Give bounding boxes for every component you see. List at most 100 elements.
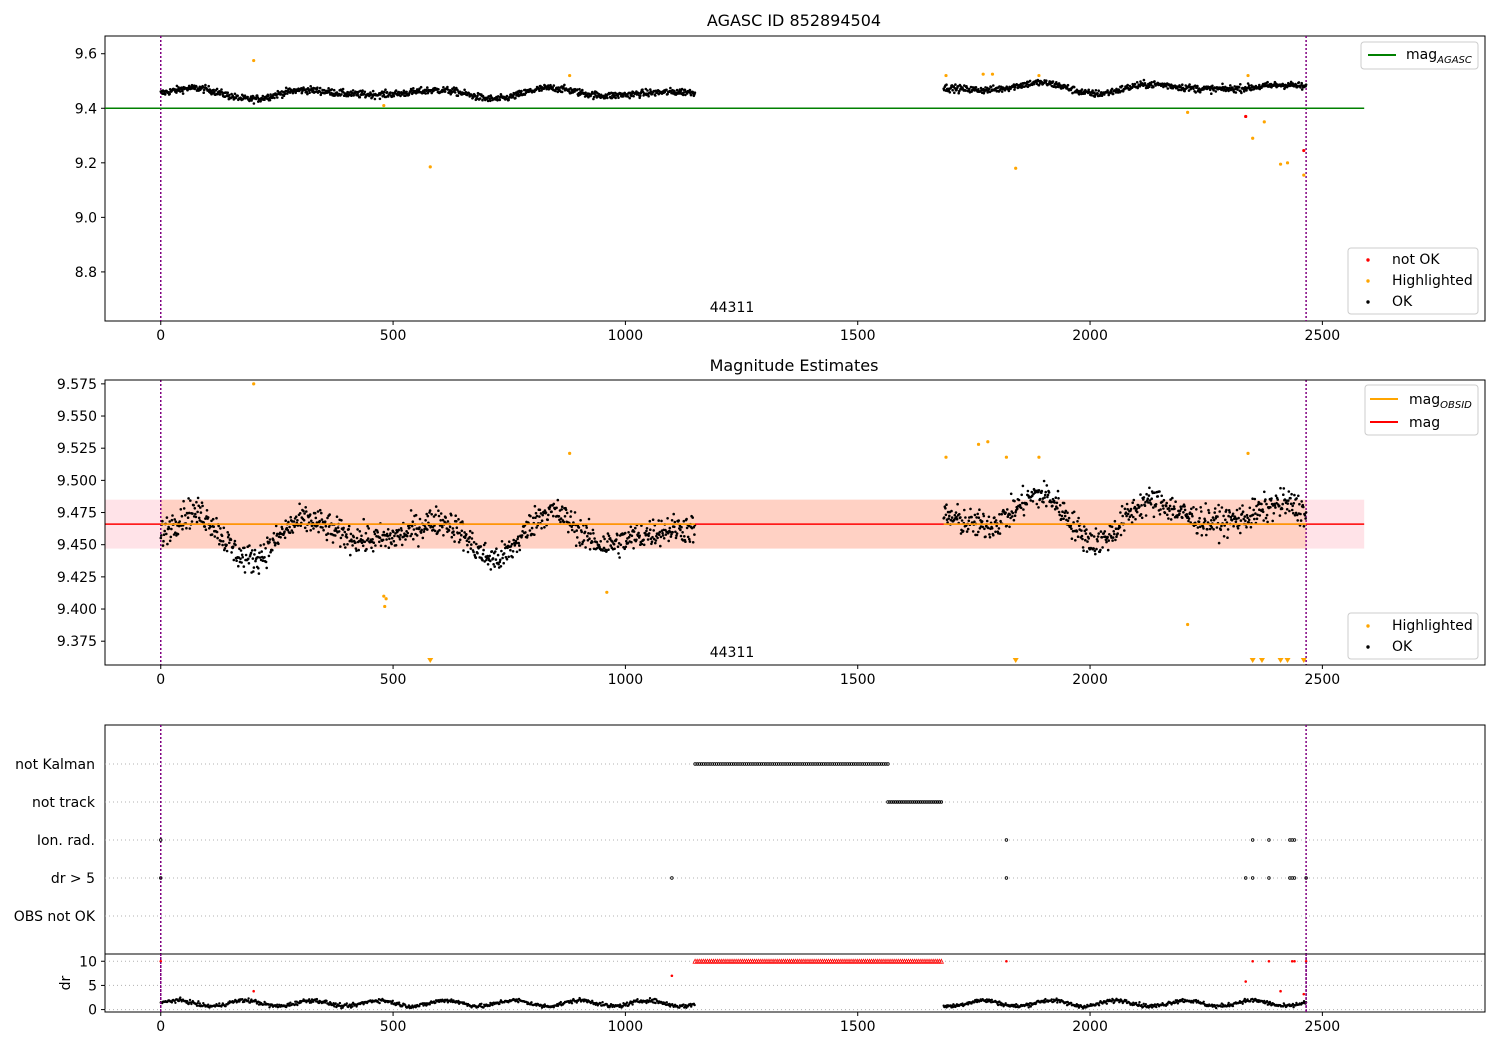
- highlighted-point: [428, 165, 432, 169]
- ok-point: [618, 556, 621, 559]
- ok-point: [410, 524, 414, 528]
- ok-point: [1101, 546, 1104, 549]
- ok-point: [349, 553, 352, 557]
- y-tick-label: 9.2: [75, 156, 97, 172]
- ok-point: [552, 514, 555, 518]
- ok-point: [1199, 506, 1202, 509]
- ok-point: [1240, 91, 1243, 95]
- ok-point: [159, 536, 163, 540]
- offscale-marker: [1249, 658, 1256, 663]
- ok-point: [1116, 532, 1119, 535]
- flag-marker: [768, 762, 772, 766]
- ok-point: [250, 97, 254, 100]
- ok-point: [1211, 516, 1215, 519]
- ok-point: [945, 503, 948, 507]
- ok-point: [973, 513, 977, 517]
- flag-marker: [903, 800, 907, 804]
- ok-point: [175, 84, 179, 88]
- y-tick-label: 8.8: [75, 265, 97, 281]
- ok-point: [1260, 502, 1263, 506]
- ok-point: [284, 86, 288, 90]
- ok-point: [1013, 499, 1016, 503]
- ok-point: [390, 536, 394, 540]
- ok-point: [173, 518, 176, 521]
- ok-point: [1226, 536, 1229, 539]
- ok-point: [562, 520, 566, 524]
- ok-point: [1017, 498, 1021, 502]
- ok-point: [481, 98, 484, 102]
- ok-point: [1051, 504, 1054, 508]
- ok-point: [1025, 502, 1029, 506]
- ok-point: [688, 537, 691, 541]
- ok-point: [1187, 89, 1191, 92]
- ok-point: [472, 550, 475, 554]
- ok-point: [1012, 518, 1016, 522]
- ok-point: [1081, 546, 1085, 549]
- flag-marker: [901, 800, 905, 804]
- ok-point: [1221, 82, 1224, 86]
- ok-point: [1252, 508, 1255, 512]
- ok-point: [1197, 520, 1201, 524]
- ok-point: [507, 98, 511, 102]
- ok-point: [521, 530, 524, 533]
- ok-point: [502, 561, 506, 565]
- ok-point: [1248, 506, 1252, 510]
- dr-point: [1202, 1000, 1205, 1003]
- ok-point: [1100, 94, 1104, 97]
- ok-point: [528, 529, 532, 532]
- dr-point: [491, 1003, 494, 1007]
- not-ok-point: [1244, 114, 1248, 119]
- ok-point: [1125, 502, 1129, 506]
- flag-marker: [746, 762, 751, 766]
- ok-point: [1096, 92, 1099, 95]
- ok-point: [512, 538, 515, 542]
- ok-point: [1222, 514, 1225, 518]
- ok-point: [988, 87, 991, 91]
- ok-point: [499, 565, 503, 568]
- ok-point: [1239, 531, 1242, 535]
- ok-point: [675, 534, 678, 537]
- ok-point: [404, 538, 407, 541]
- ok-point: [202, 88, 206, 92]
- dr-point: [434, 1001, 437, 1004]
- ok-point: [626, 541, 630, 545]
- ok-point: [170, 518, 174, 522]
- ok-point: [244, 553, 248, 557]
- dr-point: [268, 1006, 271, 1009]
- ok-point: [1239, 83, 1242, 86]
- dr-point: [498, 1002, 501, 1006]
- ok-point: [371, 550, 375, 553]
- ok-point: [649, 88, 652, 91]
- ok-point: [614, 96, 617, 100]
- ok-point: [1007, 89, 1011, 93]
- ok-point: [232, 558, 236, 562]
- ok-point: [1126, 508, 1129, 511]
- ok-point: [1246, 82, 1250, 85]
- ok-point: [305, 90, 309, 94]
- ok-point: [1072, 85, 1076, 89]
- ok-point: [953, 91, 956, 95]
- ok-point: [486, 554, 489, 558]
- flag-marker: [800, 762, 804, 766]
- magnitude-estimates-y-ticks: 9.3759.4009.4259.4509.4759.5009.5259.550…: [57, 377, 105, 650]
- ok-point: [533, 533, 536, 536]
- ok-point: [617, 542, 621, 545]
- ok-point: [1071, 91, 1074, 95]
- ok-point: [1024, 84, 1027, 88]
- ok-point: [509, 548, 512, 552]
- dr-point: [1125, 999, 1128, 1002]
- ok-point: [452, 530, 455, 533]
- ok-point: [460, 533, 463, 537]
- dr-point: [296, 1003, 299, 1007]
- ok-point: [1113, 532, 1116, 536]
- dr-point: [351, 1005, 354, 1008]
- ok-point: [1179, 507, 1183, 511]
- flag-marker: [751, 762, 755, 766]
- flag-marker: [869, 762, 873, 766]
- ok-point: [203, 525, 207, 528]
- flag-label-not-track: not track: [32, 795, 96, 811]
- ok-point: [657, 519, 660, 522]
- ok-point: [977, 88, 980, 91]
- ok-point: [1256, 503, 1260, 506]
